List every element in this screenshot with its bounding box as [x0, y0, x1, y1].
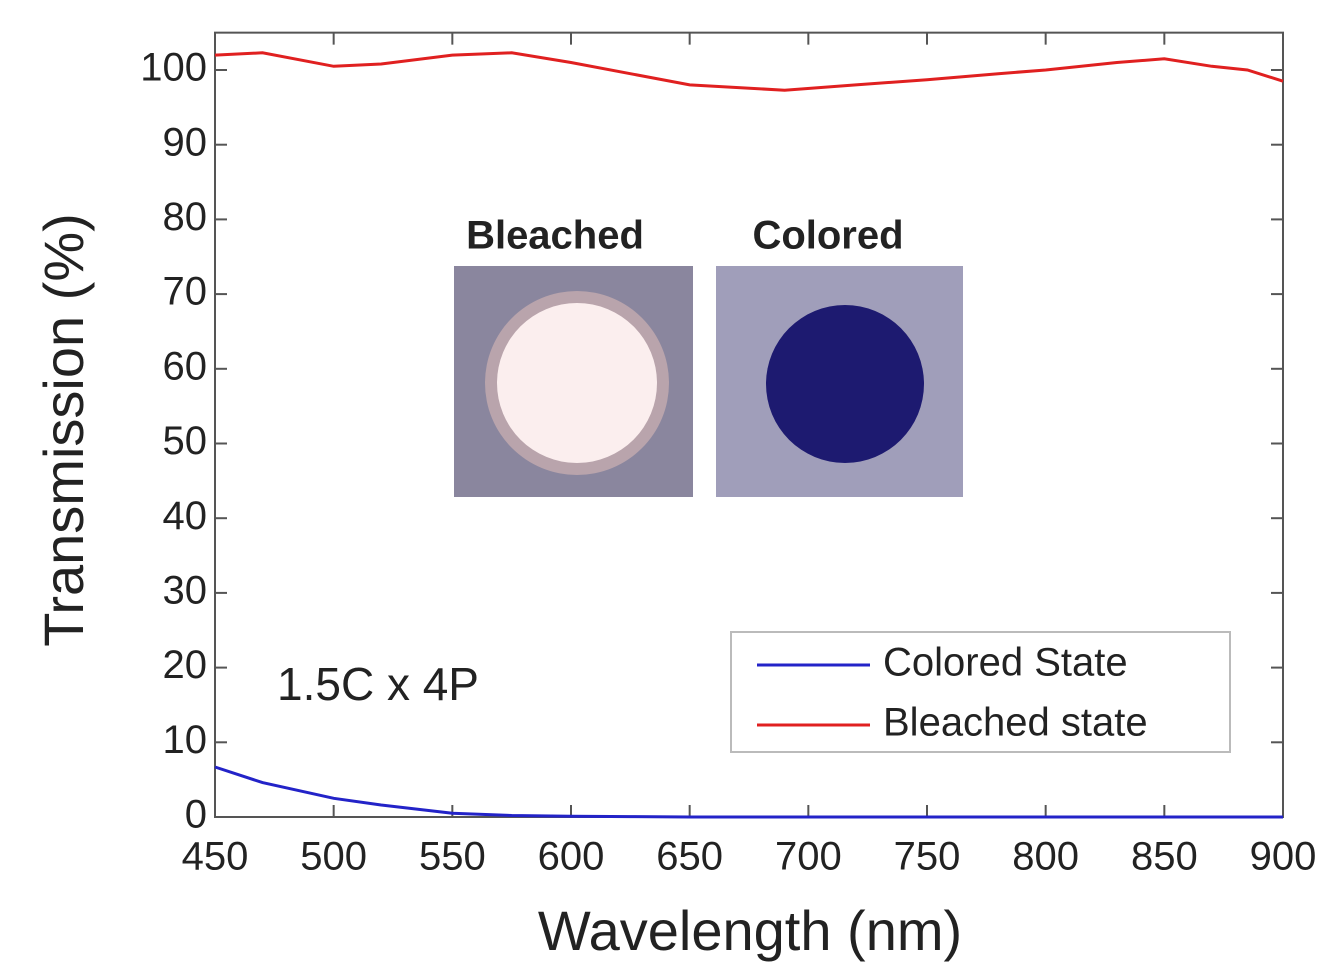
x-tick-label: 800	[1012, 835, 1079, 879]
y-tick-label: 30	[163, 568, 208, 612]
legend-box	[730, 631, 1231, 753]
y-tick-label: 70	[163, 270, 208, 314]
x-tick-label: 650	[656, 835, 723, 879]
x-axis-label: Wavelength (nm)	[538, 899, 962, 962]
y-tick-label: 10	[163, 718, 208, 762]
annotation: 1.5C x 4P	[277, 658, 479, 710]
x-tick-label: 600	[538, 835, 605, 879]
y-tick-label: 100	[140, 46, 207, 90]
y-tick-label: 40	[163, 494, 208, 538]
x-tick-label: 500	[300, 835, 367, 879]
x-tick-label: 550	[419, 835, 486, 879]
annotation: Colored	[752, 214, 903, 258]
legend-label: Bleached state	[883, 701, 1148, 745]
colored-disc	[766, 305, 924, 463]
y-tick-label: 60	[163, 344, 208, 388]
y-tick-label: 90	[163, 120, 208, 164]
y-tick-label: 0	[185, 793, 207, 837]
x-tick-label: 850	[1131, 835, 1198, 879]
y-tick-label: 80	[163, 195, 208, 239]
x-tick-label: 450	[182, 835, 249, 879]
y-tick-label: 20	[163, 643, 208, 687]
y-tick-label: 50	[163, 419, 208, 463]
bleached-disc	[497, 303, 657, 463]
data-line	[214, 51, 1284, 92]
legend-label: Colored State	[883, 641, 1128, 685]
inset-photos	[454, 266, 963, 497]
data-line	[214, 765, 1283, 819]
x-tick-label: 900	[1250, 835, 1317, 879]
x-tick-label: 700	[775, 835, 842, 879]
y-axis-label: Transmission (%)	[32, 213, 95, 647]
x-tick-label: 750	[894, 835, 961, 879]
annotation: Bleached	[466, 214, 644, 258]
